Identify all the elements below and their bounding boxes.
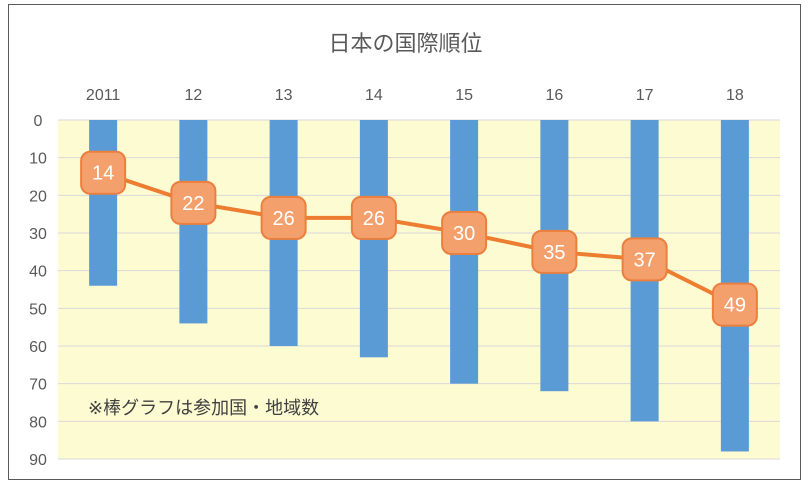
y-tick-label: 30 [29, 226, 47, 243]
data-label: 30 [453, 223, 475, 245]
x-tick-label: 12 [184, 87, 202, 104]
x-tick-label: 14 [365, 87, 383, 104]
x-tick-label: 18 [726, 87, 744, 104]
y-tick-label: 40 [29, 264, 47, 281]
data-point-marker [260, 195, 307, 240]
y-tick-label: 10 [29, 151, 47, 168]
y-tick-label: 50 [29, 301, 47, 318]
data-point-marker [441, 211, 488, 255]
y-tick-label: 0 [34, 113, 43, 130]
x-tick-label: 2011 [86, 87, 121, 104]
data-label: 22 [182, 193, 204, 215]
x-tick-label: 13 [275, 87, 293, 104]
data-point-marker [531, 229, 578, 274]
data-label: 14 [92, 163, 114, 185]
line-series: 14 22 26 26 30 35 37 49 [80, 150, 758, 327]
data-point-marker [350, 195, 397, 240]
x-axis-ticks: 2011 12 13 14 15 16 17 18 [86, 87, 744, 104]
data-label: 35 [543, 242, 565, 264]
y-tick-label: 80 [29, 414, 47, 431]
y-tick-label: 70 [29, 377, 47, 394]
data-point-marker [170, 180, 217, 225]
x-tick-label: 15 [455, 87, 473, 104]
x-tick-label: 17 [636, 87, 654, 104]
annotation-note: ※棒グラフは参加国・地域数 [88, 398, 319, 419]
bar [89, 120, 118, 286]
data-label: 49 [724, 295, 746, 317]
data-label: 26 [273, 208, 295, 230]
plot-area [58, 120, 780, 459]
chart-title: 日本の国際順位 [328, 32, 483, 57]
y-tick-label: 90 [29, 452, 47, 469]
y-axis-ticks: 0 10 20 30 40 50 60 70 80 90 [29, 113, 47, 469]
x-tick-label: 16 [545, 87, 563, 104]
data-label: 26 [363, 208, 385, 230]
y-tick-label: 60 [29, 339, 47, 356]
data-label: 37 [634, 249, 656, 271]
y-tick-label: 20 [29, 188, 47, 205]
data-point-marker [711, 282, 758, 327]
data-point-marker [80, 150, 127, 195]
data-point-marker [621, 237, 668, 282]
